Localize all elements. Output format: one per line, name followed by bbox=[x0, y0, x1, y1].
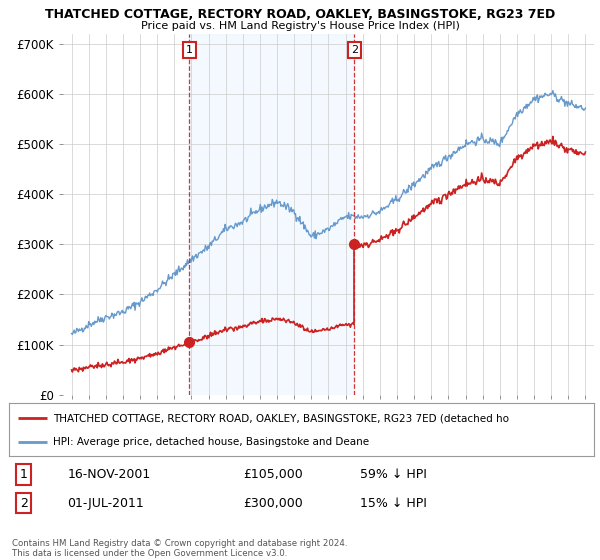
Text: 2: 2 bbox=[20, 497, 28, 510]
Text: 01-JUL-2011: 01-JUL-2011 bbox=[67, 497, 144, 510]
Text: 1: 1 bbox=[186, 45, 193, 55]
Text: 59% ↓ HPI: 59% ↓ HPI bbox=[360, 468, 427, 481]
Text: Contains HM Land Registry data © Crown copyright and database right 2024.
This d: Contains HM Land Registry data © Crown c… bbox=[12, 539, 347, 558]
Text: 16-NOV-2001: 16-NOV-2001 bbox=[67, 468, 151, 481]
Text: £105,000: £105,000 bbox=[243, 468, 303, 481]
Text: £300,000: £300,000 bbox=[243, 497, 303, 510]
Text: HPI: Average price, detached house, Basingstoke and Deane: HPI: Average price, detached house, Basi… bbox=[53, 436, 369, 446]
Text: 1: 1 bbox=[20, 468, 28, 481]
Text: Price paid vs. HM Land Registry's House Price Index (HPI): Price paid vs. HM Land Registry's House … bbox=[140, 21, 460, 31]
Text: THATCHED COTTAGE, RECTORY ROAD, OAKLEY, BASINGSTOKE, RG23 7ED (detached ho: THATCHED COTTAGE, RECTORY ROAD, OAKLEY, … bbox=[53, 413, 509, 423]
Bar bbox=[190, 34, 354, 395]
Text: 2: 2 bbox=[350, 45, 358, 55]
Text: 15% ↓ HPI: 15% ↓ HPI bbox=[360, 497, 427, 510]
Text: THATCHED COTTAGE, RECTORY ROAD, OAKLEY, BASINGSTOKE, RG23 7ED: THATCHED COTTAGE, RECTORY ROAD, OAKLEY, … bbox=[45, 8, 555, 21]
